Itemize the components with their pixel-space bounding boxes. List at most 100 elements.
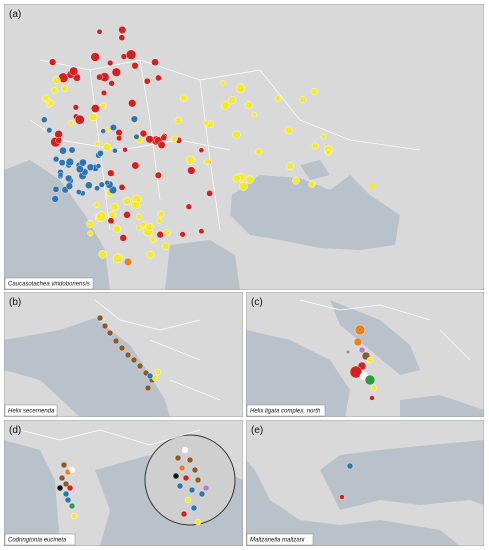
occurrence-dot <box>107 59 114 67</box>
occurrence-dot <box>118 344 126 352</box>
occurrence-dot <box>186 456 194 464</box>
occurrence-dot <box>255 148 263 156</box>
occurrence-dot <box>96 73 103 81</box>
occurrence-dot <box>244 101 253 110</box>
occurrence-dot <box>120 53 128 60</box>
occurrence-dot <box>133 133 140 140</box>
occurrence-dot <box>221 101 230 110</box>
occurrence-dot <box>180 510 188 518</box>
occurrence-dot <box>161 242 170 250</box>
occurrence-dot <box>188 486 196 494</box>
occurrence-dot <box>311 142 319 150</box>
occurrence-dot <box>64 496 72 504</box>
occurrence-dot <box>131 161 140 170</box>
species-box <box>246 533 314 546</box>
occurrence-dot <box>176 482 184 490</box>
occurrence-dot <box>106 329 114 337</box>
occurrence-dot <box>112 147 118 154</box>
occurrence-dot <box>107 169 115 177</box>
occurrence-dot <box>156 217 163 224</box>
occurrence-dot <box>178 464 186 472</box>
occurrence-dot <box>345 349 351 355</box>
occurrence-dot <box>62 480 70 488</box>
occurrence-dot <box>292 176 300 185</box>
occurrence-dot <box>136 362 144 370</box>
occurrence-dot <box>203 158 211 165</box>
occurrence-dot <box>172 472 180 480</box>
occurrence-dot <box>366 356 374 364</box>
occurrence-dot <box>320 133 327 140</box>
species-box <box>4 404 58 417</box>
occurrence-dot <box>139 129 148 138</box>
occurrence-dot <box>160 134 167 141</box>
occurrence-dot <box>60 461 68 469</box>
occurrence-dot <box>111 67 121 77</box>
panel-label: (a) <box>9 9 21 20</box>
occurrence-dot <box>124 351 132 359</box>
occurrence-dot <box>154 368 162 376</box>
species-box <box>246 404 326 417</box>
occurrence-dot <box>51 87 58 94</box>
map-panel-a <box>4 4 484 290</box>
occurrence-dot <box>130 115 139 123</box>
panel-label: (b) <box>9 297 21 308</box>
occurrence-dot <box>358 346 366 354</box>
occurrence-dot <box>139 221 146 228</box>
occurrence-dot <box>232 130 241 139</box>
occurrence-dot <box>68 146 76 154</box>
occurrence-dot <box>107 217 115 225</box>
occurrence-dot <box>220 80 226 86</box>
occurrence-dot <box>156 231 164 239</box>
occurrence-dot <box>184 496 192 504</box>
occurrence-dot <box>370 384 378 392</box>
panel-label: (e) <box>251 425 263 436</box>
occurrence-dot <box>104 180 110 186</box>
occurrence-dot <box>42 94 50 102</box>
occurrence-dot <box>145 135 154 144</box>
occurrence-dot <box>41 116 48 123</box>
occurrence-dot <box>89 112 98 122</box>
occurrence-dot <box>179 231 186 238</box>
occurrence-dot <box>105 126 111 133</box>
occurrence-dot <box>95 163 102 169</box>
occurrence-dot <box>131 62 139 70</box>
occurrence-dot <box>65 182 74 190</box>
occurrence-dot <box>119 234 127 242</box>
occurrence-dot <box>99 102 107 110</box>
occurrence-dot <box>187 166 196 175</box>
occurrence-dot <box>75 165 84 174</box>
occurrence-dot <box>108 80 115 87</box>
occurrence-dot <box>198 490 206 498</box>
occurrence-dot <box>194 518 202 526</box>
occurrence-dot <box>52 76 61 85</box>
occurrence-dot <box>112 337 120 345</box>
occurrence-dot <box>136 224 142 231</box>
occurrence-dot <box>299 96 307 104</box>
occurrence-dot <box>64 174 73 182</box>
occurrence-dot <box>185 155 195 165</box>
occurrence-dot <box>97 150 104 157</box>
occurrence-dot <box>68 466 76 474</box>
occurrence-dot <box>149 236 157 243</box>
occurrence-dot <box>87 230 94 237</box>
occurrence-dot <box>66 484 74 492</box>
occurrence-dot <box>275 95 282 102</box>
occurrence-dot <box>100 89 107 96</box>
occurrence-dot <box>108 211 116 219</box>
occurrence-dot <box>198 147 205 153</box>
map-panel-e <box>246 420 484 546</box>
occurrence-dot <box>59 146 67 155</box>
occurrence-dot <box>308 180 316 188</box>
occurrence-dot <box>52 155 60 163</box>
occurrence-dot <box>86 163 95 171</box>
occurrence-dot <box>174 116 182 125</box>
occurrence-dot <box>46 127 53 134</box>
occurrence-dot <box>354 324 366 336</box>
occurrence-dot <box>85 181 93 190</box>
occurrence-dot <box>96 28 103 35</box>
occurrence-dot <box>116 135 123 142</box>
occurrence-dot <box>98 250 107 259</box>
occurrence-dot <box>190 504 198 512</box>
occurrence-dot <box>93 201 100 208</box>
occurrence-dot <box>135 213 142 220</box>
